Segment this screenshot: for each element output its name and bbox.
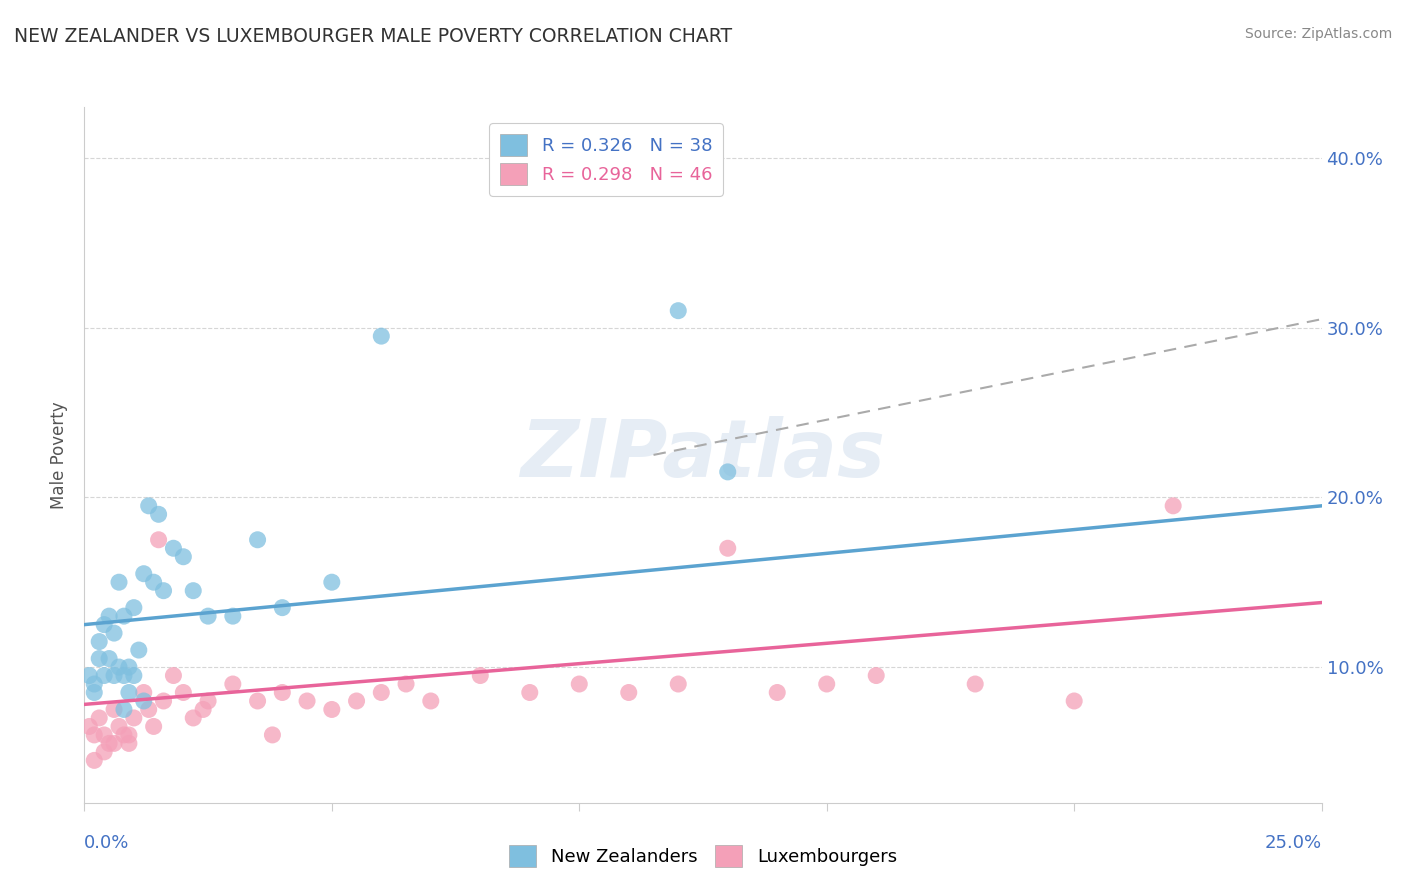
Point [108,660,131,674]
Point [93,668,115,682]
Point [128,643,150,657]
Point [370,329,392,343]
Point [112,668,135,682]
Point [666,677,689,691]
Point [138,702,160,716]
Point [148,508,170,522]
Point [1161,499,1184,513]
Point [118,660,141,674]
Point [470,668,492,682]
Point [419,694,441,708]
Point [965,677,987,691]
Point [295,694,318,708]
Point [717,465,740,479]
Point [271,685,294,699]
Point [89,651,111,665]
Y-axis label: Male Poverty: Male Poverty [51,401,69,508]
Point [93,617,115,632]
Point [152,694,174,708]
Point [197,609,219,624]
Point [112,728,135,742]
Point [98,651,121,665]
Point [142,575,165,590]
Point [103,702,125,716]
Point [103,668,125,682]
Point [181,711,204,725]
Point [152,583,174,598]
Point [118,685,141,699]
Point [346,694,368,708]
Point [148,533,170,547]
Point [370,685,392,699]
Point [108,719,131,733]
Point [191,702,214,716]
Point [118,736,141,750]
Point [181,583,204,598]
Point [112,702,135,716]
Text: ZIPatlas: ZIPatlas [520,416,886,494]
Point [321,702,343,716]
Point [246,533,269,547]
Point [222,609,245,624]
Point [395,677,418,691]
Point [271,600,294,615]
Point [89,711,111,725]
Point [568,677,591,691]
Point [79,719,101,733]
Point [103,626,125,640]
Point [83,753,105,767]
Point [142,719,165,733]
Point [197,694,219,708]
Point [1063,694,1085,708]
Point [93,745,115,759]
Point [666,303,689,318]
Text: 25.0%: 25.0% [1264,834,1322,852]
Point [519,685,541,699]
Point [83,728,105,742]
Point [79,668,101,682]
Point [246,694,269,708]
Legend: New Zealanders, Luxembourgers: New Zealanders, Luxembourgers [502,838,904,874]
Point [132,694,155,708]
Text: NEW ZEALANDER VS LUXEMBOURGER MALE POVERTY CORRELATION CHART: NEW ZEALANDER VS LUXEMBOURGER MALE POVER… [14,27,733,45]
Point [122,600,145,615]
Point [118,728,141,742]
Point [172,549,194,564]
Point [122,711,145,725]
Text: Source: ZipAtlas.com: Source: ZipAtlas.com [1244,27,1392,41]
Point [766,685,789,699]
Point [98,609,121,624]
Point [132,566,155,581]
Point [122,668,145,682]
Point [98,736,121,750]
Point [83,685,105,699]
Legend: R = 0.326   N = 38, R = 0.298   N = 46: R = 0.326 N = 38, R = 0.298 N = 46 [489,123,723,196]
Point [83,677,105,691]
Point [717,541,740,556]
Point [132,685,155,699]
Point [108,575,131,590]
Point [162,668,184,682]
Point [172,685,194,699]
Point [865,668,887,682]
Point [138,499,160,513]
Point [112,609,135,624]
Point [89,634,111,648]
Point [321,575,343,590]
Point [103,736,125,750]
Point [262,728,284,742]
Point [93,728,115,742]
Point [162,541,184,556]
Point [222,677,245,691]
Text: 0.0%: 0.0% [84,834,129,852]
Point [815,677,838,691]
Point [617,685,640,699]
